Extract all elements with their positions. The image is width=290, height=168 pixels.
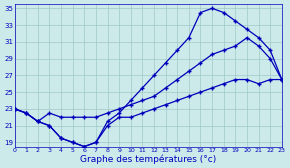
X-axis label: Graphe des températures (°c): Graphe des températures (°c)	[80, 154, 216, 164]
